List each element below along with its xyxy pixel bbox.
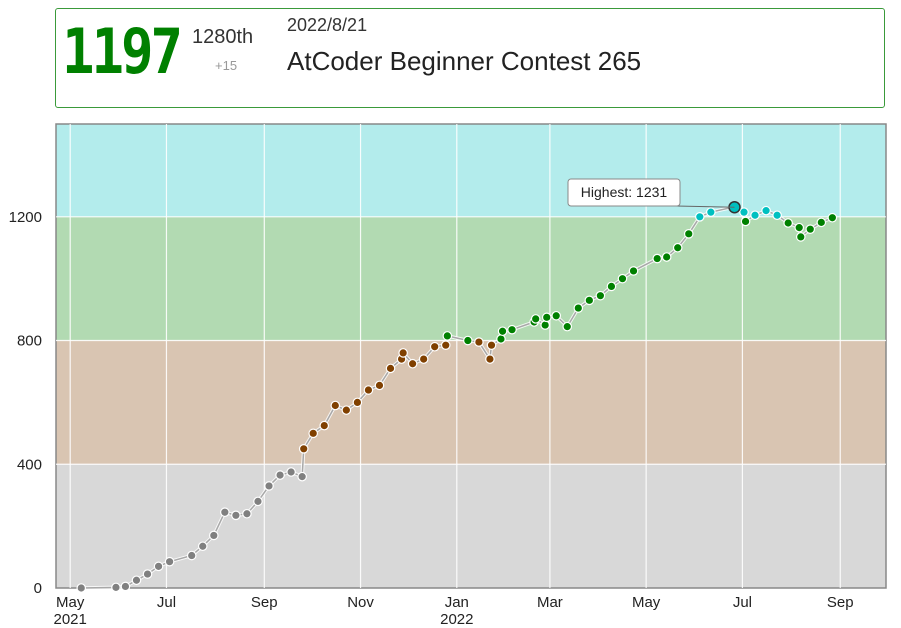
rating-point <box>652 253 662 264</box>
rating-point <box>429 341 440 352</box>
rating-point <box>463 335 473 346</box>
x-tick-label: Jan <box>445 594 469 611</box>
rating-point <box>407 358 418 369</box>
highest-leader-line <box>675 205 735 208</box>
contest-rank: 1280th <box>192 26 254 48</box>
rating-point <box>111 582 121 593</box>
x-tick-label: Sep <box>827 594 854 611</box>
rating-point <box>672 242 683 253</box>
rating-point <box>551 310 562 321</box>
rating-point <box>706 207 716 217</box>
rating-point <box>497 326 508 337</box>
rating-point <box>208 530 219 541</box>
rating-point <box>153 561 164 572</box>
highest-label: Highest: 1231 <box>581 184 668 200</box>
rating-point <box>486 340 497 350</box>
rating-point <box>827 212 838 223</box>
rating-point <box>231 510 241 521</box>
rating-point <box>363 385 374 395</box>
rating-band-1 <box>56 340 886 465</box>
rating-point <box>783 218 793 228</box>
rating-point <box>816 217 827 228</box>
rating-point <box>319 420 330 431</box>
rating-point <box>794 222 805 233</box>
x-tick-label: Nov <box>347 594 374 611</box>
rating-point <box>440 340 451 350</box>
x-tick-label: May <box>632 594 661 611</box>
plot-frame <box>55 123 887 589</box>
rating-band-3 <box>56 124 886 217</box>
y-tick-label: 400 <box>17 456 42 473</box>
rating-point <box>164 556 175 567</box>
rating-point <box>661 252 672 262</box>
rating-band-2 <box>56 216 886 341</box>
rating-point <box>298 443 309 454</box>
rating-point <box>795 232 806 242</box>
x-tick-year-label: 2022 <box>440 611 473 628</box>
rating-point <box>750 210 760 221</box>
rating-point <box>695 212 705 222</box>
rating-point <box>220 507 230 518</box>
rating-point <box>562 321 573 332</box>
rating-point <box>530 314 541 324</box>
rating-point <box>805 224 816 234</box>
x-tick-label: May <box>56 594 85 611</box>
contest-name[interactable]: AtCoder Beginner Contest 265 <box>287 46 642 76</box>
rating-point <box>131 575 142 586</box>
rating-point <box>573 303 584 313</box>
rating-point <box>683 229 694 239</box>
rating-point <box>442 331 453 341</box>
x-tick-label: Sep <box>251 594 278 611</box>
rating-point <box>584 295 595 306</box>
rating-point <box>374 380 385 391</box>
rating-point <box>595 290 606 301</box>
rating-point <box>197 541 208 552</box>
x-tick-label: Mar <box>537 594 563 611</box>
rating-point <box>186 550 197 561</box>
rating-point <box>264 481 274 491</box>
rating-point <box>540 320 550 330</box>
rating-point <box>352 397 363 408</box>
y-tick-label: 800 <box>17 333 42 350</box>
rating-point <box>242 508 252 519</box>
rating-point <box>142 569 153 579</box>
rating-point <box>617 273 628 284</box>
rating-point <box>761 205 771 216</box>
rating-point <box>474 337 484 347</box>
contest-status-panel <box>55 8 885 108</box>
rating-point <box>253 496 263 507</box>
rating-point <box>772 210 782 221</box>
current-rating: 1197 <box>62 15 183 88</box>
x-tick-year-label: 2021 <box>54 611 87 628</box>
rating-point <box>275 470 285 480</box>
rating-point <box>541 312 552 323</box>
rating-point <box>330 400 341 411</box>
x-tick-label: Jul <box>157 594 176 611</box>
rating-point <box>308 428 319 439</box>
x-tick-label: Jul <box>733 594 752 611</box>
rating-point <box>606 281 617 292</box>
highest-tooltip <box>567 178 681 207</box>
rating-point <box>740 216 751 227</box>
rating-change: +15 <box>215 58 238 73</box>
y-tick-label: 1200 <box>9 209 42 226</box>
contest-date: 2022/8/21 <box>287 15 368 35</box>
rating-point <box>507 324 517 335</box>
rating-point <box>297 471 307 482</box>
rating-point <box>485 354 495 364</box>
rating-point <box>385 363 396 374</box>
rating-point <box>286 467 296 477</box>
rating-point <box>739 207 749 217</box>
rating-point <box>418 354 429 364</box>
rating-point <box>341 405 352 415</box>
rating-point <box>628 266 639 276</box>
y-tick-label: 0 <box>34 580 42 597</box>
rating-point <box>120 581 131 592</box>
rating-point <box>496 334 506 344</box>
rating-point <box>398 348 408 358</box>
rating-band-0 <box>56 464 886 588</box>
rating-point <box>76 583 87 593</box>
